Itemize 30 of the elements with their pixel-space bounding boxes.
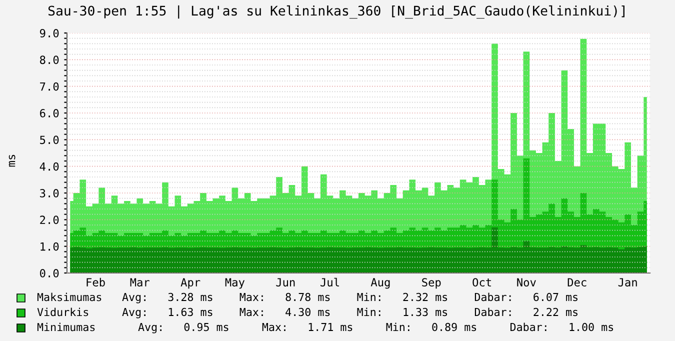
y-tick-label: 1.0 [40, 242, 59, 251]
y-tick-label: 9.0 [40, 29, 59, 38]
y-tick-label: 0.0 [40, 269, 59, 278]
x-tick-label: Aug [370, 278, 390, 289]
y-tick-label: 2.0 [40, 216, 59, 224]
x-tick-label: Sep [422, 278, 441, 289]
y-axis-title: ms [8, 154, 16, 167]
x-tick-label: May [225, 278, 245, 289]
text: Avg: 1.63 ms Max: 4.30 ms Min: 1.33 ms Dabar: 2.22 ms [122, 308, 578, 318]
y-tick-label: 7.0 [40, 82, 59, 91]
x-tick-label: Jun [276, 278, 295, 287]
x-tick-label: Mar [130, 278, 150, 287]
x-tick-label: Apr [180, 278, 200, 289]
x-tick-label: Jul [320, 278, 339, 287]
y-tick-label: 6.0 [40, 109, 59, 118]
y-tick-label: 4.0 [40, 162, 59, 171]
x-tick-label: Dec [568, 278, 586, 287]
text: Avg: 3.28 ms Max: 8.78 ms Min: 2.32 ms Dabar: 6.07 ms [122, 292, 578, 304]
y-tick-label: 8.0 [40, 56, 59, 64]
legend-label: Maksimumas [37, 292, 102, 302]
x-tick-label: Nov [517, 278, 536, 287]
x-tick-label: Jan [618, 278, 637, 287]
y-tick-label: 5.0 [40, 136, 59, 144]
text: Avg: 0.95 ms Max: 1.71 ms Min: 0.89 ms Dabar: 1.00 ms [138, 322, 614, 334]
legend-label: Vidurkis [37, 308, 88, 316]
x-tick-label: Oct [472, 278, 492, 287]
chart-title: Sau-30-pen 1:55 | Lag'as su Kelininkas_360 [N_Brid_5AC_Gaudo(Kelininkui)] [48, 5, 624, 19]
y-tick-label: 3.0 [40, 189, 59, 198]
legend-label: Minimumas [37, 322, 95, 332]
x-tick-label: Feb [86, 278, 105, 287]
